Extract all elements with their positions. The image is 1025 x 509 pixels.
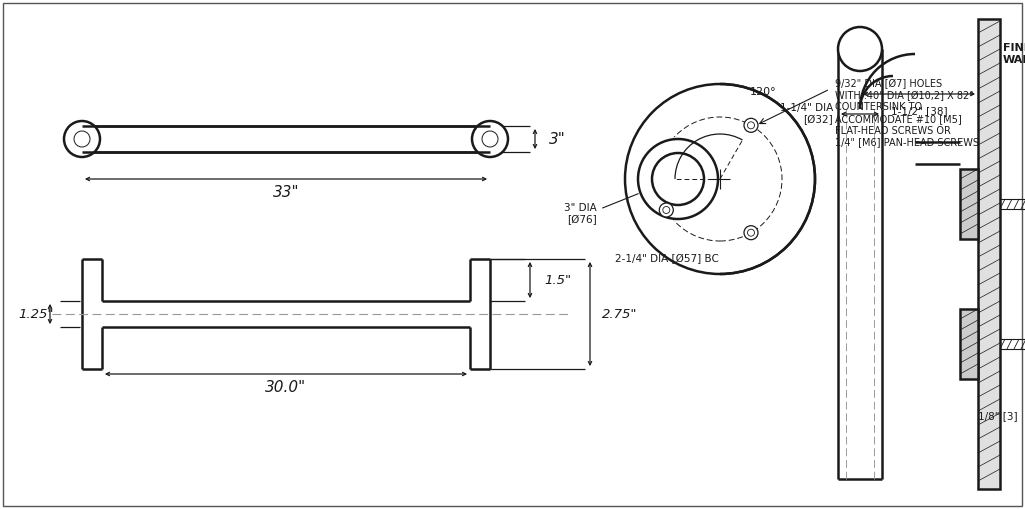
Text: 1.25": 1.25": [18, 307, 53, 321]
Circle shape: [472, 121, 508, 157]
Text: 1-1/2" [38]: 1-1/2" [38]: [891, 106, 947, 116]
Circle shape: [659, 203, 673, 217]
Text: 120°: 120°: [750, 87, 777, 97]
Circle shape: [625, 84, 815, 274]
Bar: [960, 309, 978, 379]
Circle shape: [744, 225, 758, 240]
Text: 9/32" DIA [Ø7] HOLES
WITH .40" DIA [Ø10,2] X 82°
COUNTERSINK TO
ACCOMMODATE #10 : 9/32" DIA [Ø7] HOLES WITH .40" DIA [Ø10,…: [835, 79, 979, 147]
Text: 30.0": 30.0": [265, 381, 306, 395]
Text: 1.5": 1.5": [544, 273, 572, 287]
Circle shape: [838, 27, 882, 71]
Text: FINISHED
WALL: FINISHED WALL: [1003, 43, 1025, 65]
Bar: [978, 19, 1000, 489]
Text: 1/8" [3]: 1/8" [3]: [978, 411, 1018, 421]
Bar: [960, 169, 978, 239]
Text: 33": 33": [273, 184, 299, 200]
Text: 3" DIA
[Ø76]: 3" DIA [Ø76]: [564, 203, 597, 225]
Text: 2-1/4" DIA [Ø57] BC: 2-1/4" DIA [Ø57] BC: [615, 254, 719, 264]
Circle shape: [64, 121, 100, 157]
Text: 2.75": 2.75": [603, 307, 638, 321]
Circle shape: [636, 137, 720, 221]
Circle shape: [744, 118, 758, 132]
Text: 1-1/4" DIA
[Ø32]: 1-1/4" DIA [Ø32]: [780, 103, 833, 125]
Text: 3": 3": [548, 131, 566, 147]
